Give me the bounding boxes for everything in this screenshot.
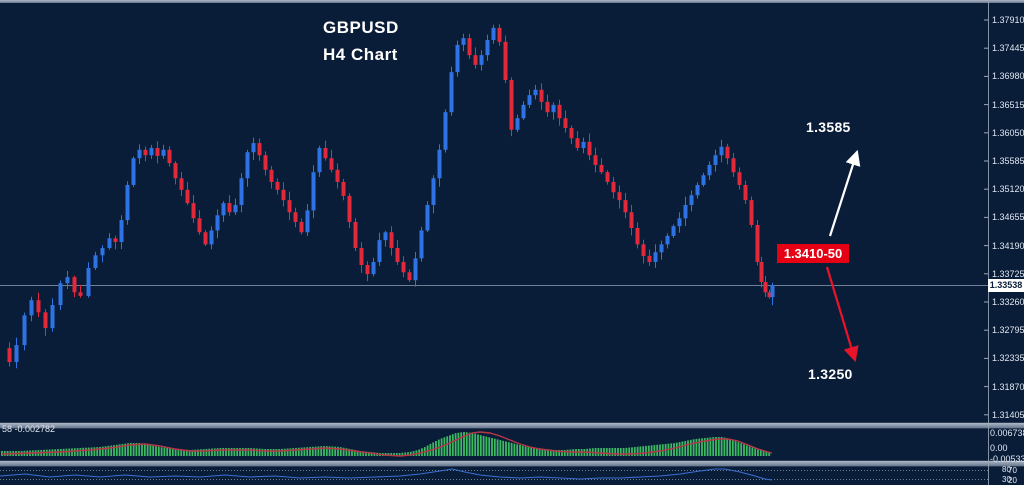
y-axis-tick-label: 1.36980 [992,71,1024,82]
lower-target-label: 1.3250 [808,366,853,382]
oscillator-level-30: 30 [1002,475,1011,484]
y-axis-tick-label: 1.35120 [992,184,1024,195]
price-axis-border [988,0,989,485]
oscillator-line [0,468,988,481]
chart-symbol: GBPUSD [323,18,399,37]
upper-target-label: 1.3585 [806,119,851,135]
signal-line [1,431,773,457]
resistance-zone-label: 1.3410-50 [777,244,849,263]
y-axis-tick-label: 1.33260 [992,297,1024,307]
top-window-border [0,0,1024,3]
y-axis-tick-label: 1.33725 [992,268,1024,279]
y-axis-tick-label: 1.37445 [992,43,1024,54]
y-axis-tick-label: 1.36515 [992,99,1024,110]
y-axis-tick-label: 1.31405 [992,409,1024,420]
panel-separator-2[interactable] [0,460,1024,467]
axis-tick-marks [984,19,988,416]
y-axis-tick-label: 1.36050 [992,127,1024,138]
bullish-arrow-icon [828,149,861,237]
oscillator-level-80: 80 [1002,465,1011,474]
y-axis-tick-label: 1.37910 [992,15,1024,25]
indicator-axis-max: 0.006738 [990,428,1024,438]
indicator-axis-min: -0.005335 [990,454,1024,464]
y-axis-tick-label: 1.34190 [992,240,1024,251]
trend-arrows [825,149,861,363]
chart-timeframe: H4 Chart [323,45,398,64]
bearish-arrow-icon [825,266,859,363]
y-axis-tick-label: 1.31870 [992,381,1024,392]
y-axis-tick-label: 1.35585 [992,156,1024,166]
oscillator-level-20: 20 [1008,476,1017,485]
y-axis-tick-label: 1.32795 [992,325,1024,336]
current-price-tag: 1.33538 [988,279,1024,292]
chart-title: GBPUSD H4 Chart [323,14,399,68]
y-axis-tick-label: 1.32335 [992,353,1024,364]
candlestick-series [7,24,775,369]
y-axis-tick-label: 1.34655 [992,212,1024,223]
oscillator-level-70: 70 [1008,466,1017,475]
indicator-readout: 58 -0.002782 [2,424,56,434]
indicator-axis-zero: 0.00 [990,443,1008,453]
panel-separator-1[interactable] [0,422,1024,429]
